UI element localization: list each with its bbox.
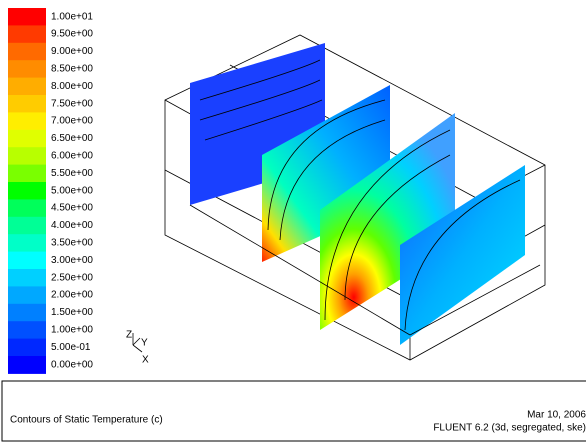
color-swatch <box>8 60 46 78</box>
fluent-window: 1.00e+01 9.50e+00 9.00e+00 8.50e+00 8.00e+00… <box>0 0 586 442</box>
color-swatch <box>8 339 46 357</box>
colorbar-label: 8.50e+00 <box>51 64 93 75</box>
axis-triad: Z Y X <box>126 330 149 366</box>
colorbar-label: 9.00e+00 <box>51 46 93 57</box>
colorbar-label: 3.50e+00 <box>51 238 93 249</box>
color-swatch <box>8 78 46 96</box>
colorbar-label: 6.00e+00 <box>51 151 93 162</box>
colorbar-label: 1.00e+01 <box>51 11 93 22</box>
color-swatch <box>8 112 46 130</box>
colorbar-label: 4.50e+00 <box>51 203 93 214</box>
color-swatch <box>8 199 46 217</box>
color-swatch <box>8 95 46 113</box>
axis-label: Y <box>141 338 148 349</box>
color-swatch <box>8 147 46 165</box>
colorbar-label: 6.50e+00 <box>51 133 93 144</box>
colorbar-label: 2.00e+00 <box>51 290 93 301</box>
color-swatch <box>8 43 46 61</box>
color-swatch <box>8 182 46 200</box>
colorbar: 1.00e+01 9.50e+00 9.00e+00 8.50e+00 8.00e+00… <box>8 8 93 374</box>
colorbar-label: 4.00e+00 <box>51 220 93 231</box>
color-swatch <box>8 234 46 252</box>
colorbar-label: 5.00e-01 <box>51 342 91 353</box>
color-swatch <box>8 130 46 148</box>
geometry <box>165 35 545 360</box>
colorbar-label: 2.50e+00 <box>51 272 93 283</box>
colorbar-label: 3.00e+00 <box>51 255 93 266</box>
color-swatch <box>8 8 46 26</box>
colorbar-label: 5.00e+00 <box>51 185 93 196</box>
footer-title: Contours of Static Temperature (c) <box>10 415 163 426</box>
colorbar-label: 0.00e+00 <box>51 359 93 370</box>
color-swatch <box>8 252 46 270</box>
color-swatch <box>8 25 46 43</box>
colorbar-label: 7.50e+00 <box>51 98 93 109</box>
axis-label: Z <box>126 330 132 341</box>
color-swatch <box>8 321 46 339</box>
colorbar-label: 1.00e+00 <box>51 325 93 336</box>
colorbar-label: 9.50e+00 <box>51 29 93 40</box>
footer-date: Mar 10, 2006 <box>527 410 586 421</box>
graphics-view: 1.00e+01 9.50e+00 9.00e+00 8.50e+00 8.00e+00… <box>0 0 586 442</box>
color-swatch <box>8 269 46 287</box>
colorbar-label: 5.50e+00 <box>51 168 93 179</box>
color-swatch <box>8 356 46 374</box>
color-swatch <box>8 286 46 304</box>
axis-label: X <box>142 355 149 366</box>
colorbar-label: 7.00e+00 <box>51 116 93 127</box>
color-swatch <box>8 165 46 183</box>
colorbar-label: 1.50e+00 <box>51 307 93 318</box>
colorbar-label: 8.00e+00 <box>51 81 93 92</box>
color-swatch <box>8 304 46 322</box>
footer-solver: FLUENT 6.2 (3d, segregated, ske) <box>433 423 586 434</box>
color-swatch <box>8 217 46 235</box>
